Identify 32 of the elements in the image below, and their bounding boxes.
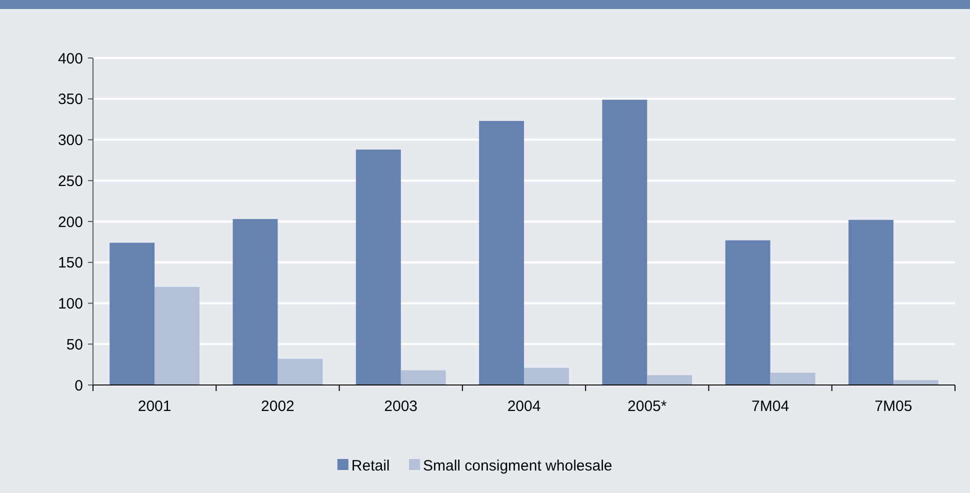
bar: [725, 240, 770, 385]
bar: [770, 372, 816, 385]
y-tick-label: 50: [66, 336, 83, 354]
legend-label: Retail: [351, 457, 390, 474]
y-tick-label: 150: [58, 254, 83, 272]
bar: [479, 120, 524, 385]
x-tick-label: 2002: [261, 398, 294, 415]
y-tick-label: 200: [58, 214, 83, 231]
bar: [524, 368, 569, 385]
x-tick-label: 7M05: [874, 398, 912, 415]
bar: [232, 219, 278, 385]
bar: [154, 286, 200, 385]
y-tick-label: 400: [58, 50, 83, 68]
bar: [400, 370, 446, 385]
bar: [848, 220, 894, 385]
bar: [356, 150, 401, 385]
x-tick-label: 2003: [384, 398, 418, 415]
bar: [602, 100, 648, 385]
bar: [647, 375, 692, 385]
bar: [893, 380, 938, 385]
y-tick-label: 100: [58, 296, 83, 312]
x-tick-label: 2004: [507, 398, 541, 415]
y-tick-label: 0: [74, 377, 83, 394]
bar: [278, 358, 323, 385]
legend-label: Small consigment wholesale: [423, 457, 612, 474]
y-tick-label: 250: [58, 172, 83, 190]
x-tick-label: 2001: [138, 398, 172, 415]
y-tick-label: 300: [58, 132, 83, 149]
x-tick-label: 2005*: [628, 398, 667, 415]
x-tick-label: 7M04: [752, 398, 790, 415]
y-tick-label: 350: [58, 91, 83, 108]
bar: [110, 242, 155, 385]
